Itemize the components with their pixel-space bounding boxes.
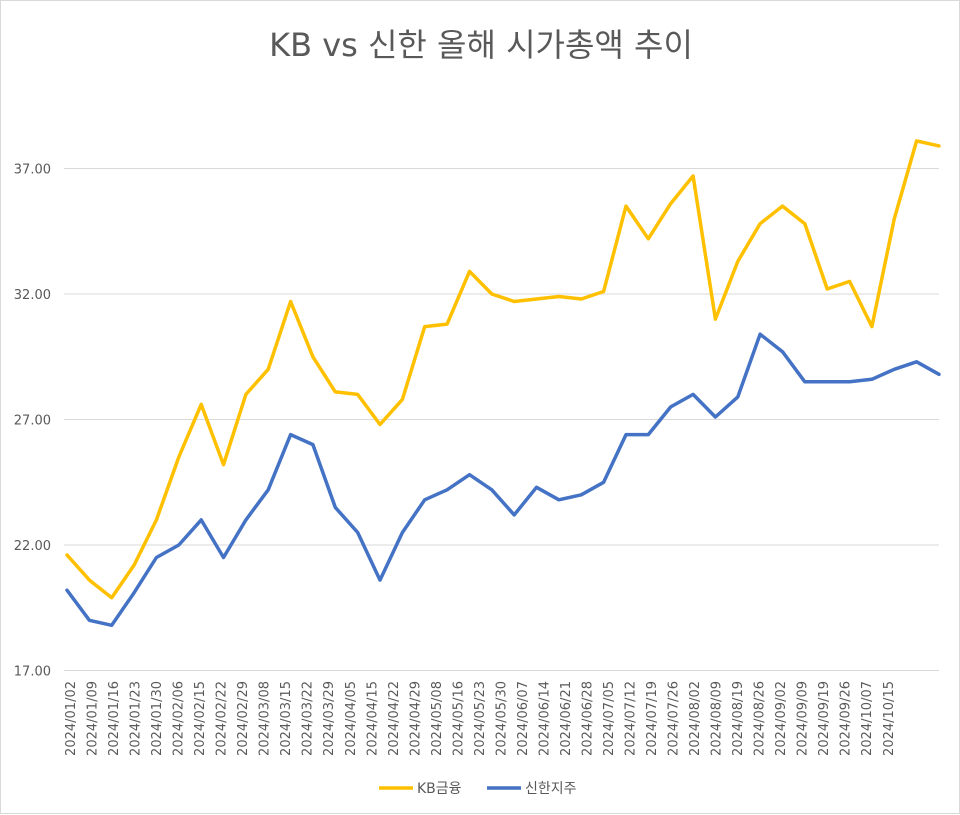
x-axis-labels: 2024/01/02 2024/01/09 2024/01/16 2024/01/23… — [64, 681, 897, 756]
x-tick-label: 2024/01/23 — [129, 681, 144, 756]
x-tick-label: 2024/06/07 — [516, 681, 531, 756]
x-tick-label: 2024/01/30 — [150, 681, 165, 756]
x-tick-label: 2024/10/15 — [882, 681, 897, 756]
x-tick-label: 2024/06/28 — [580, 681, 595, 756]
x-tick-label: 2024/02/22 — [215, 681, 230, 756]
x-tick-label: 2024/09/09 — [796, 681, 811, 756]
x-tick-label: 2024/02/06 — [172, 681, 187, 756]
x-tick-label: 2024/01/09 — [86, 681, 101, 756]
x-tick-label: 2024/05/30 — [494, 681, 509, 756]
x-tick-label: 2024/03/22 — [301, 681, 316, 756]
x-tick-label: 2024/09/19 — [817, 681, 832, 756]
x-tick-label: 2024/06/14 — [537, 681, 552, 756]
x-tick-label: 2024/04/29 — [408, 681, 423, 756]
series-line — [65, 332, 941, 628]
x-tick-label: 2024/09/02 — [774, 681, 789, 756]
x-tick-label: 2024/05/23 — [473, 681, 488, 756]
x-tick-label: 2024/07/05 — [602, 681, 617, 756]
y-tick-label: 37.00 — [14, 163, 51, 178]
series-layer — [65, 139, 941, 628]
legend-label: KB금융 — [417, 781, 462, 797]
y-tick-label: 22.00 — [14, 539, 51, 554]
x-tick-label: 2024/10/07 — [860, 681, 875, 756]
legend: KB금융 신한지주 — [379, 781, 577, 797]
x-tick-label: 2024/08/09 — [710, 681, 725, 756]
chart-title: KB vs 신한 올해 시가총액 추이 — [269, 26, 693, 64]
series-line — [65, 139, 941, 600]
y-tick-label: 17.00 — [14, 665, 51, 680]
x-tick-label: 2024/02/29 — [236, 681, 251, 756]
x-tick-label: 2024/09/26 — [839, 681, 854, 756]
x-tick-label: 2024/07/19 — [645, 681, 660, 756]
y-tick-label: 32.00 — [14, 288, 51, 303]
x-tick-label: 2024/01/16 — [107, 681, 122, 756]
legend-label: 신한지주 — [525, 781, 577, 797]
x-tick-label: 2024/04/05 — [344, 681, 359, 756]
x-tick-label: 2024/03/29 — [322, 681, 337, 756]
x-tick-label: 2024/01/02 — [64, 681, 79, 756]
x-tick-label: 2024/08/26 — [753, 681, 768, 756]
y-axis-labels: 17.00 22.00 27.00 32.00 37.00 — [14, 163, 51, 680]
x-tick-label: 2024/04/15 — [365, 681, 380, 756]
x-tick-label: 2024/03/08 — [258, 681, 273, 756]
y-tick-label: 27.00 — [14, 414, 51, 429]
x-tick-label: 2024/07/12 — [624, 681, 639, 756]
x-tick-label: 2024/07/26 — [667, 681, 682, 756]
x-tick-label: 2024/03/15 — [279, 681, 294, 756]
x-tick-label: 2024/06/21 — [559, 681, 574, 756]
x-tick-label: 2024/08/02 — [688, 681, 703, 756]
x-tick-label: 2024/05/08 — [430, 681, 445, 756]
x-tick-label: 2024/02/15 — [193, 681, 208, 756]
x-tick-label: 2024/08/19 — [731, 681, 746, 756]
grid-layer — [64, 168, 939, 671]
x-tick-label: 2024/05/16 — [451, 681, 466, 756]
x-tick-label: 2024/04/22 — [387, 681, 402, 756]
